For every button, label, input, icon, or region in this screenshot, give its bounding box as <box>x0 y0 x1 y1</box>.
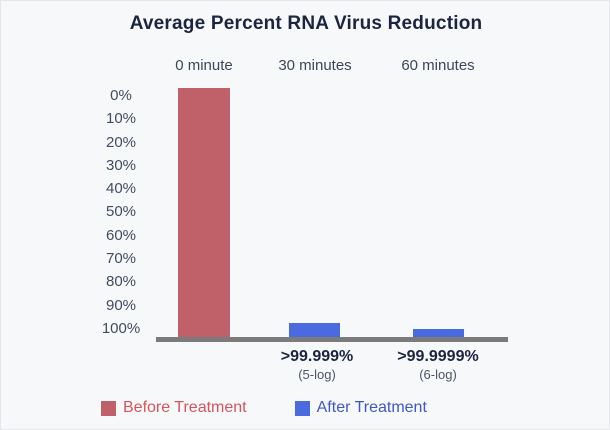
annotation-note: (6-log) <box>419 367 457 382</box>
y-axis-tick: 90% <box>105 296 137 314</box>
annotation-note: (5-log) <box>298 367 336 382</box>
y-axis-ticks: 0% 10% 20% 30% 40% 50% 60% 70% 80% 90% 100% <box>86 88 156 336</box>
y-axis-tick: 20% <box>105 133 137 151</box>
bar-after-treatment-30-minutes <box>289 323 340 337</box>
legend-swatch-after-treatment <box>294 400 310 416</box>
bar-before-treatment-0-minute <box>178 88 230 337</box>
legend-swatch-before-treatment <box>101 400 116 416</box>
x-axis-baseline <box>156 337 508 342</box>
category-label-0-minute: 0 minute <box>175 57 233 74</box>
annotation-value: >99.9999% <box>397 348 479 365</box>
y-axis-tick: 80% <box>105 273 137 291</box>
category-label-30-minutes: 30 minutes <box>278 57 352 74</box>
y-axis-tick: 10% <box>105 110 137 128</box>
y-axis-tick: 60% <box>105 226 137 244</box>
y-axis-tick: 70% <box>105 250 137 268</box>
bar-after-treatment-60-minutes <box>413 329 464 337</box>
legend-item-before-treatment: Before Treatment <box>101 399 247 417</box>
y-axis-tick: 40% <box>105 180 137 198</box>
legend: Before Treatment After Treatment <box>101 399 427 417</box>
y-axis-tick: 0% <box>110 87 132 104</box>
y-axis-tick: 50% <box>105 203 137 221</box>
legend-label-after-treatment: After Treatment <box>316 399 427 416</box>
legend-label-before-treatment: Before Treatment <box>123 399 247 416</box>
annotation-60-minutes: >99.9999% (6-log) <box>358 348 518 382</box>
plot-area <box>1 88 609 337</box>
y-axis-tick: 30% <box>105 156 137 174</box>
y-axis-tick: 100% <box>101 319 141 337</box>
legend-item-after-treatment: After Treatment <box>294 399 427 417</box>
annotation-30-minutes: >99.999% (5-log) <box>237 348 397 382</box>
category-label-60-minutes: 60 minutes <box>401 57 475 74</box>
annotation-value: >99.999% <box>280 348 354 365</box>
chart-title: Average Percent RNA Virus Reduction <box>129 13 483 34</box>
